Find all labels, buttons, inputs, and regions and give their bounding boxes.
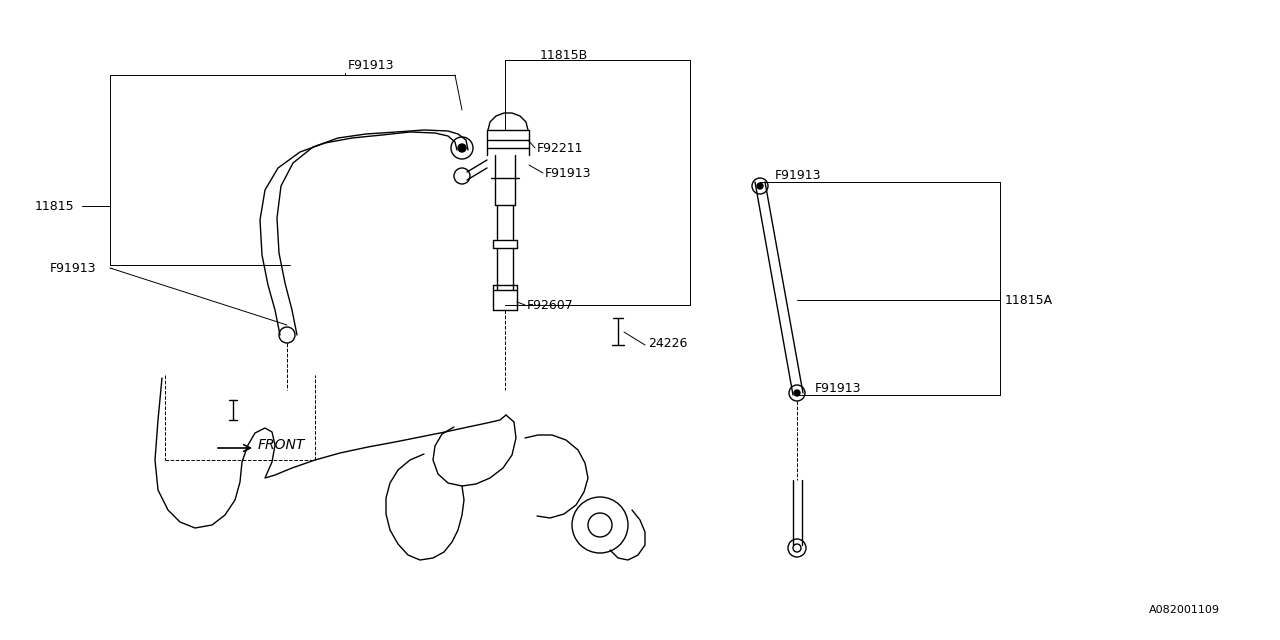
Text: FRONT: FRONT — [259, 438, 306, 452]
Text: F91913: F91913 — [50, 262, 96, 275]
Text: 11815: 11815 — [35, 200, 74, 212]
Text: F91913: F91913 — [545, 166, 591, 179]
Text: F91913: F91913 — [774, 168, 822, 182]
Text: A082001109: A082001109 — [1149, 605, 1220, 615]
Text: F92211: F92211 — [538, 141, 584, 154]
Circle shape — [756, 183, 763, 189]
Text: F92607: F92607 — [527, 298, 573, 312]
Circle shape — [794, 390, 800, 396]
Text: 11815B: 11815B — [540, 49, 589, 61]
Text: F91913: F91913 — [815, 381, 861, 394]
Circle shape — [458, 144, 466, 152]
Text: F91913: F91913 — [348, 58, 394, 72]
Text: 24226: 24226 — [648, 337, 687, 349]
Text: 11815A: 11815A — [1005, 294, 1053, 307]
